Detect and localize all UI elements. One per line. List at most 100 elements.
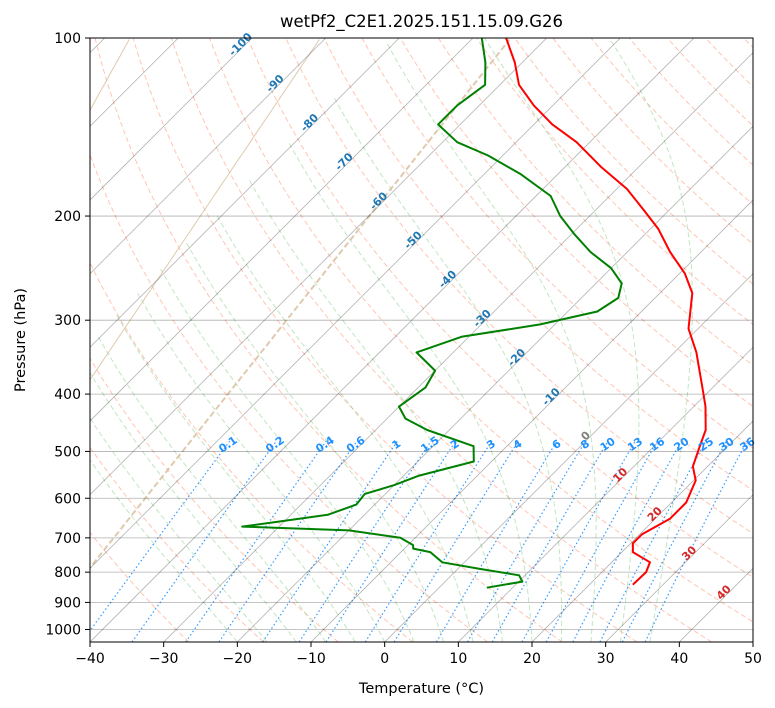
moist-adiabat [116, 314, 356, 642]
moist-adiabat [137, 292, 386, 642]
mixing-ratio-line [325, 440, 457, 642]
x-tick-label: 40 [670, 651, 688, 667]
mixing-ratio-line [131, 440, 278, 642]
isotherm-line [458, 346, 753, 642]
isotherm-line [163, 52, 753, 642]
dry-adiabat [361, 38, 753, 449]
moist-adiabat [608, 38, 693, 642]
isotherm-label: 20 [645, 504, 665, 524]
isotherm-line [90, 38, 474, 422]
mixing-ratio-line [90, 440, 231, 632]
x-tick-label: 30 [597, 651, 615, 667]
y-tick-label: 700 [54, 531, 81, 547]
y-tick-label: 500 [54, 444, 81, 460]
mixing-ratio-label: 0.4 [313, 433, 337, 455]
isotherm-label: 30 [679, 543, 699, 563]
mixing-ratio-line [466, 440, 587, 642]
plot-frame [89, 37, 754, 643]
moist-adiabat [90, 417, 268, 642]
isotherm-line [90, 38, 547, 496]
dry-adiabat [742, 38, 753, 49]
temperature-profile [505, 38, 707, 586]
isotherm-line [90, 38, 326, 275]
mixing-ratio-label: 1 [390, 437, 404, 452]
dewpoint-profile [241, 38, 623, 589]
moist-adiabat [386, 42, 597, 642]
x-tick-label: 20 [523, 651, 541, 667]
isotherm-label: -60 [367, 189, 390, 212]
dry-adiabat [475, 38, 753, 326]
moist-adiabat [160, 268, 415, 642]
x-tick-label: −40 [75, 651, 105, 667]
dry-adiabat [590, 38, 753, 206]
mixing-ratio-line [393, 440, 519, 642]
mixing-ratio-line [185, 440, 327, 642]
mixing-ratio-label: 3 [484, 437, 498, 452]
dry-adiabat [704, 38, 753, 88]
x-tick-label: −10 [296, 651, 326, 667]
isotherm-line [90, 38, 253, 201]
dry-adiabat [94, 38, 563, 642]
isotherm-label: -10 [540, 385, 563, 408]
mixing-ratio-label: 0.2 [263, 434, 286, 456]
dry-adiabat [208, 38, 753, 623]
dry-adiabat [323, 38, 753, 492]
isotherm-label: -70 [333, 150, 356, 173]
isotherm-line [90, 38, 400, 348]
isotherm-line [310, 199, 753, 642]
dry-adiabat [170, 38, 712, 642]
isotherm-line [752, 641, 753, 642]
mixing-ratio-line [491, 440, 609, 642]
y-tick-label: 600 [54, 491, 81, 507]
isotherm-label: 10 [610, 465, 630, 485]
x-tick-label: −30 [149, 651, 179, 667]
isotherm-label: -100 [226, 30, 255, 59]
isotherm-line [605, 494, 753, 642]
y-tick-label: 900 [54, 595, 81, 611]
moist-adiabat [186, 242, 445, 642]
y-axis-title: Pressure (hPa) [13, 288, 29, 392]
dry-adiabat [437, 38, 753, 366]
isotherm-line [90, 38, 695, 642]
dry-adiabat [90, 153, 488, 642]
moist-adiabat [96, 334, 327, 642]
x-axis-title: Temperature (°C) [358, 681, 484, 697]
theta-e-curve [90, 39, 320, 381]
dry-adiabat [552, 38, 753, 245]
dry-adiabat [90, 531, 190, 642]
isotherm-line [384, 273, 753, 642]
moist-adiabat [333, 97, 563, 642]
isotherm-line [237, 125, 753, 642]
y-tick-label: 200 [54, 209, 81, 225]
y-tick-label: 1000 [45, 622, 81, 638]
mixing-ratio-line [545, 440, 658, 642]
chart-title: wetPf2_C2E1.2025.151.15.09.G26 [280, 12, 563, 32]
y-tick-label: 300 [54, 313, 81, 329]
isotherm-line [90, 38, 621, 569]
mixing-ratio-label: 4 [511, 437, 525, 452]
mixing-ratio-line [262, 440, 399, 642]
theta-e-curve [90, 38, 511, 570]
isotherm-label: -90 [263, 72, 286, 95]
mixing-ratio-line [218, 440, 358, 642]
isotherm-label: -40 [436, 268, 459, 291]
dry-adiabat [247, 38, 753, 578]
dry-adiabat [90, 446, 264, 642]
isotherm-label: -30 [471, 307, 494, 330]
x-tick-label: 0 [380, 651, 389, 667]
x-tick-label: 50 [744, 651, 762, 667]
mixing-ratio-line [521, 440, 636, 642]
moist-adiabat [288, 141, 533, 642]
dry-adiabat [399, 38, 753, 408]
isotherm-label: -20 [505, 346, 528, 369]
isotherm-label: -50 [402, 228, 425, 251]
x-tick-label: 10 [449, 651, 467, 667]
y-tick-label: 400 [54, 387, 81, 403]
dry-adiabat [514, 38, 753, 285]
dry-adiabat [285, 38, 753, 535]
mixing-ratio-line [435, 440, 558, 642]
mixing-ratio-label: 0.6 [344, 433, 368, 455]
moist-adiabat [215, 213, 474, 642]
moist-adiabat [90, 371, 297, 642]
